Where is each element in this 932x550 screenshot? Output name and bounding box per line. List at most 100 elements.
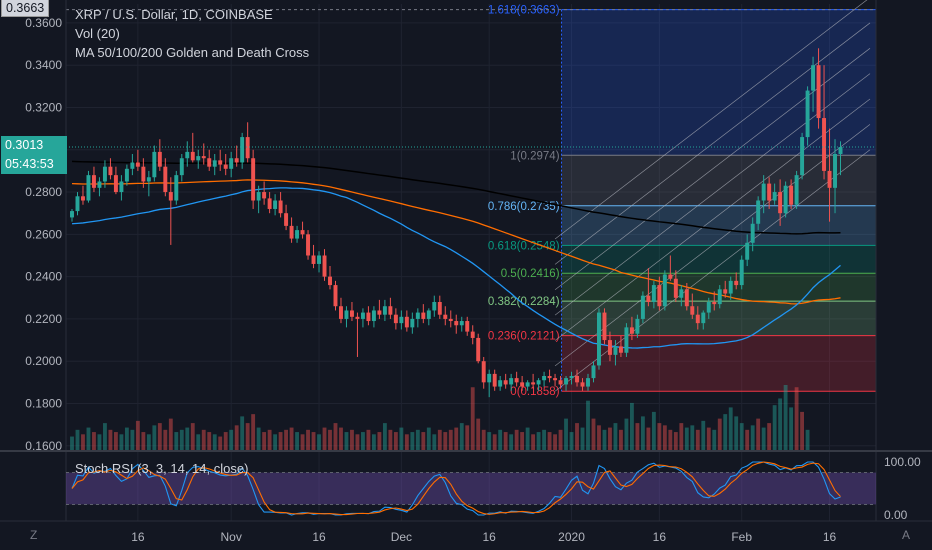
candle-body [481, 361, 486, 383]
volume-bar [75, 429, 80, 450]
candle-body [371, 310, 376, 322]
candle-body [311, 255, 316, 264]
price-tick-label: 0.1800 [25, 396, 62, 410]
volume-bar [333, 423, 338, 450]
candle-body [251, 158, 256, 201]
top-price-tag: 0.3663 [1, 0, 49, 17]
volume-bar [190, 423, 195, 450]
candle-body [503, 380, 508, 385]
candle-body [426, 310, 431, 319]
candle-body [295, 230, 300, 239]
volume-bar [701, 420, 706, 450]
volume-bar [662, 425, 667, 450]
volume-bar [646, 427, 651, 450]
fib-level-label: 0(0.1858) [510, 386, 559, 398]
volume-bar [240, 416, 245, 450]
volume-bar [306, 429, 310, 450]
volume-bar [245, 423, 250, 450]
volume-bar [179, 429, 184, 450]
volume-bar [262, 432, 267, 450]
price-tick-label: 0.3600 [25, 16, 62, 30]
candle-body [75, 196, 80, 212]
candle-body [284, 213, 289, 226]
candle-body [679, 289, 684, 298]
time-tick-label: Nov [221, 530, 242, 544]
volume-bar [575, 423, 579, 450]
candle-body [289, 225, 294, 239]
volume-bar [673, 432, 678, 450]
volume-bar [295, 432, 299, 450]
volume-bar [328, 429, 332, 450]
candle-body [349, 310, 354, 317]
candle-body [662, 274, 667, 307]
volume-bar [542, 429, 547, 450]
candle-body [328, 276, 332, 286]
candle-body [278, 200, 283, 214]
volume-bar [168, 418, 173, 450]
volume-bar [267, 429, 272, 450]
candle-body [185, 151, 190, 159]
stoch-tick-label: 0.00 [884, 508, 908, 522]
volume-bar [657, 423, 662, 450]
candle-body [179, 158, 184, 176]
volume-bar [651, 411, 656, 450]
candle-body [624, 327, 629, 353]
volume-bar [789, 407, 794, 450]
volume-bar [767, 423, 772, 450]
time-tick-label: Feb [731, 530, 752, 544]
volume-bar [608, 427, 612, 450]
candle-body [728, 280, 733, 294]
volume-bar [141, 432, 146, 450]
fib-level-label: 0.786(0.2735) [488, 201, 560, 213]
ma100-line [71, 179, 841, 305]
candle-body [739, 259, 744, 286]
candle-body [454, 321, 459, 326]
volume-bar [591, 418, 596, 450]
auto-scale-left-button[interactable]: Z [30, 528, 38, 542]
volume-bar [443, 432, 448, 450]
candle-body [152, 151, 157, 178]
ma200-line [71, 160, 841, 235]
volume-bar [81, 434, 85, 450]
candle-body [520, 382, 525, 387]
candle-body [525, 382, 530, 387]
candle-body [822, 118, 827, 171]
candle-body [91, 175, 96, 188]
volume-bar [635, 423, 640, 450]
volume-indicator-label[interactable]: Vol (20) [75, 26, 120, 41]
volume-bar [569, 432, 574, 450]
candle-body [789, 185, 794, 205]
candle-body [415, 312, 420, 319]
volume-bar [800, 411, 805, 450]
stoch-band [66, 472, 876, 505]
stoch-k-line [71, 461, 841, 516]
volume-bar [355, 434, 360, 450]
volume-bar [146, 434, 151, 450]
volume-bar [629, 402, 634, 450]
price-tick-label: 0.2000 [25, 354, 62, 368]
time-tick-label: 16 [483, 530, 497, 544]
volume-bar [728, 407, 733, 450]
time-tick-label: 16 [131, 530, 145, 544]
ma-indicator-label[interactable]: MA 50/100/200 Golden and Death Cross [75, 45, 310, 60]
trend-channel-line [554, 98, 871, 341]
volume-bar [437, 429, 442, 450]
volume-bar [514, 429, 519, 450]
candle-body [190, 151, 195, 161]
candle-body [130, 162, 135, 169]
auto-scale-right-button[interactable]: A [902, 528, 911, 542]
candle-body [366, 312, 371, 322]
candle-body [695, 314, 700, 324]
volume-bar [432, 434, 437, 450]
stoch-tick-label: 100.00 [884, 455, 921, 469]
candle-body [355, 316, 360, 319]
candle-body [174, 175, 179, 201]
stoch-rsi-label[interactable]: Stoch RSI (3, 3, 14, 14, close) [75, 461, 249, 476]
volume-bar [124, 427, 129, 450]
volume-bar [712, 429, 717, 450]
volume-bar [92, 432, 96, 450]
volume-bar [536, 432, 541, 450]
volume-bar [668, 429, 673, 450]
